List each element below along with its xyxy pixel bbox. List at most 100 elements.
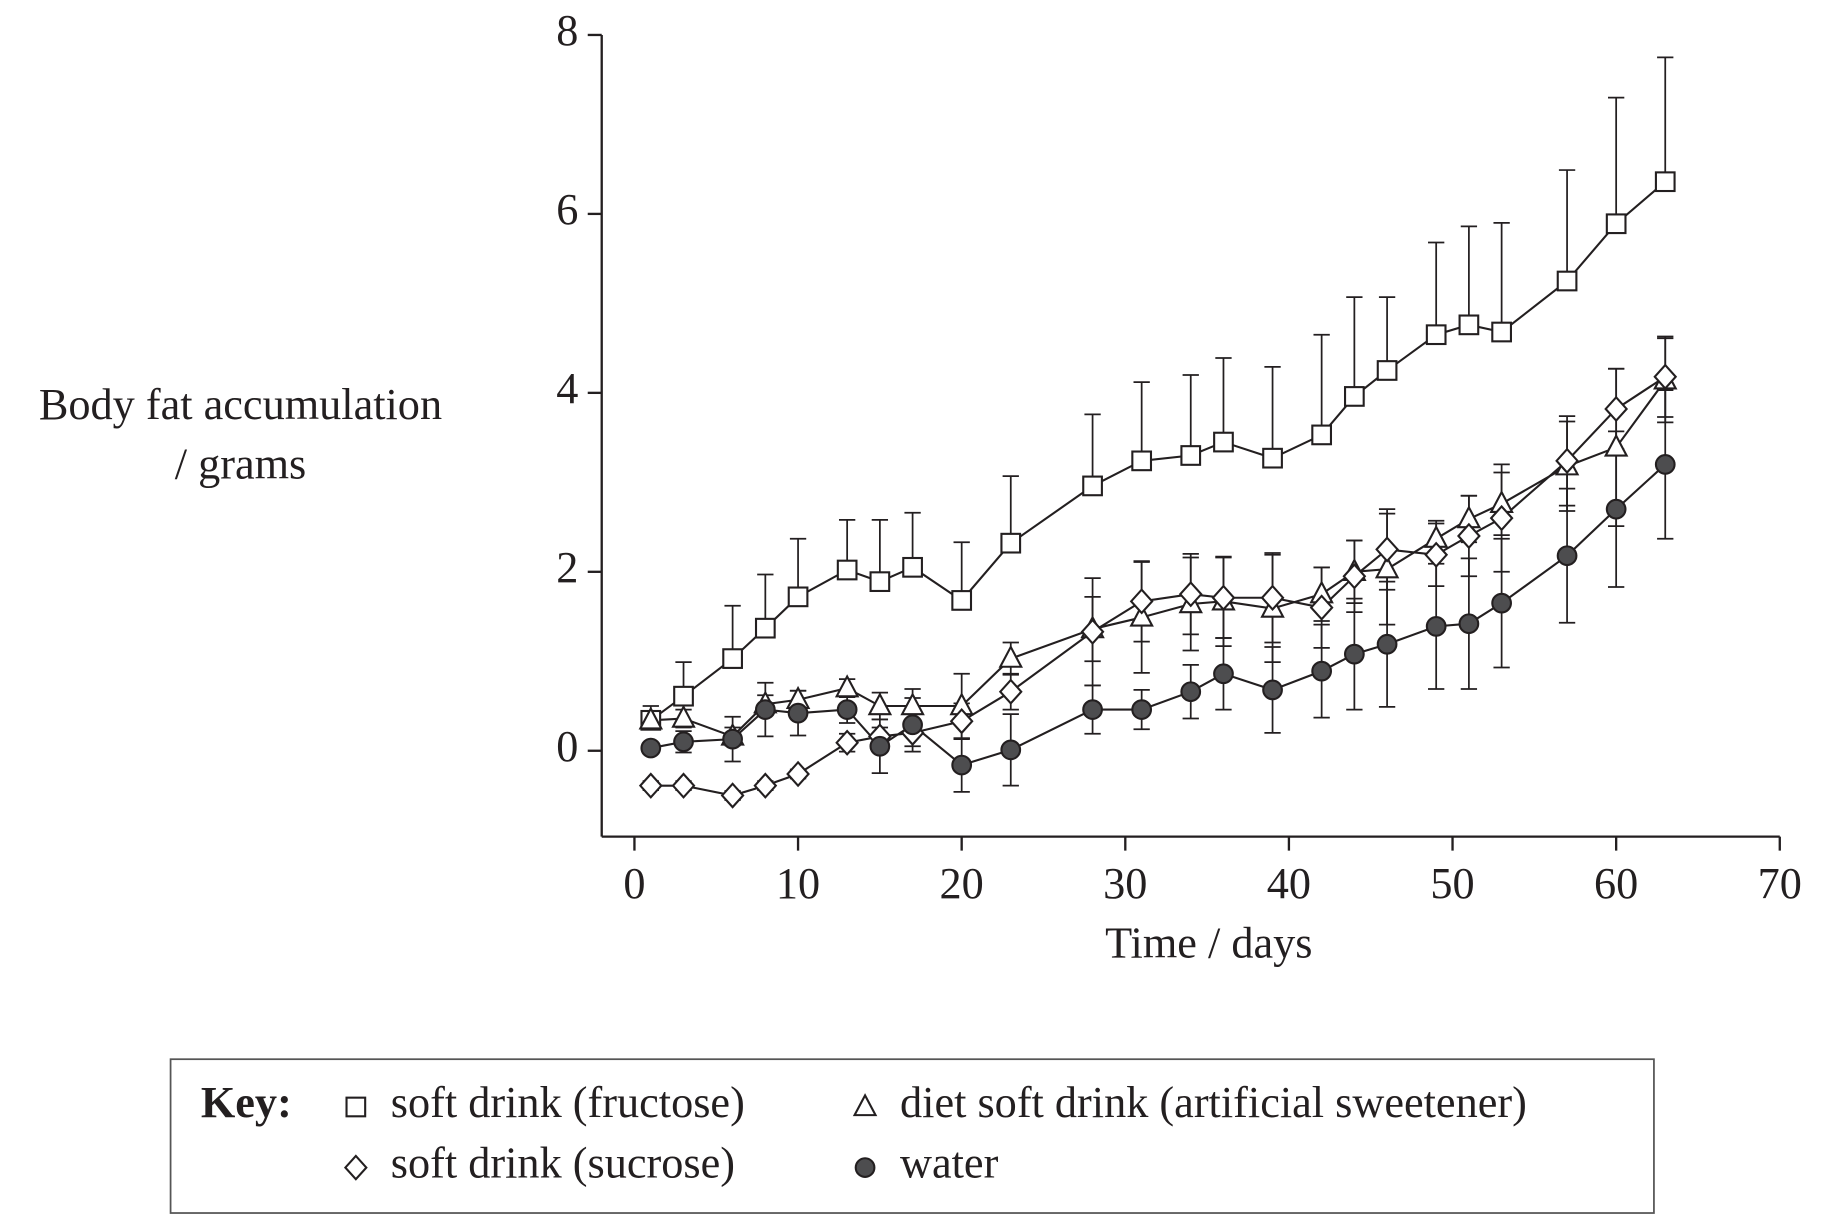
data-point — [638, 706, 664, 730]
data-point — [1082, 475, 1103, 497]
data-point — [673, 731, 694, 753]
legend-marker — [343, 1154, 368, 1181]
data-point — [1654, 454, 1676, 475]
data-point — [998, 678, 1023, 705]
data-point — [1489, 504, 1514, 532]
data-point — [1458, 613, 1480, 635]
y-axis-label: / grams — [175, 440, 307, 489]
data-point — [1000, 532, 1022, 554]
y-tick-label: 0 — [556, 722, 578, 771]
data-point — [1343, 386, 1365, 407]
data-point — [1653, 363, 1678, 390]
y-axis-label: Body fat accumulation — [39, 380, 442, 429]
data-point — [720, 782, 745, 809]
data-point — [1131, 450, 1153, 472]
y-tick-label: 8 — [556, 6, 578, 55]
data-point — [1342, 563, 1367, 590]
data-point — [1556, 270, 1578, 292]
x-tick-label: 60 — [1594, 859, 1638, 908]
data-point — [1491, 592, 1512, 614]
y-tick-label: 6 — [556, 185, 578, 234]
data-point — [673, 685, 694, 707]
series-line — [650, 375, 1666, 797]
data-point — [1211, 584, 1236, 611]
data-point — [836, 559, 858, 581]
series-line — [650, 180, 1666, 722]
data-point — [1604, 395, 1629, 423]
data-point — [1180, 681, 1202, 703]
legend-title: Key: — [201, 1078, 292, 1127]
data-point — [1491, 321, 1512, 343]
data-point — [902, 556, 923, 578]
x-tick-label: 50 — [1430, 859, 1474, 908]
y-tick-label: 2 — [556, 543, 578, 592]
data-point — [1424, 541, 1449, 569]
data-point — [1262, 447, 1283, 469]
data-point — [1260, 584, 1285, 611]
data-point — [1131, 699, 1153, 720]
data-point — [1311, 424, 1333, 446]
data-point — [722, 728, 743, 750]
data-point — [869, 735, 891, 757]
data-point — [640, 737, 662, 759]
legend-marker — [345, 1096, 367, 1118]
x-tick-label: 10 — [776, 859, 820, 908]
data-point — [900, 692, 925, 716]
data-point — [1605, 498, 1627, 520]
data-point — [787, 702, 809, 724]
data-point — [951, 590, 973, 611]
legend-label: diet soft drink (artificial sweetener) — [900, 1078, 1527, 1127]
x-tick-label: 30 — [1103, 859, 1147, 908]
data-point — [1376, 360, 1398, 381]
legend-marker — [854, 1157, 876, 1178]
data-point — [869, 571, 891, 593]
data-point — [638, 772, 663, 799]
legend-label: soft drink (sucrose) — [391, 1139, 735, 1188]
data-point — [1555, 447, 1579, 475]
data-point — [1458, 314, 1480, 336]
data-point — [754, 617, 776, 639]
data-point — [1000, 739, 1022, 761]
data-point — [1654, 171, 1676, 193]
data-point — [1082, 699, 1103, 720]
data-point — [1375, 536, 1399, 563]
data-point — [902, 714, 923, 736]
data-point — [951, 754, 973, 776]
data-point — [1080, 618, 1105, 645]
data-point — [1180, 445, 1202, 466]
data-point — [1425, 324, 1447, 346]
data-point — [949, 708, 974, 735]
series-line — [650, 379, 1667, 738]
data-point — [1556, 545, 1578, 567]
data-point — [1376, 633, 1398, 655]
data-point — [835, 729, 860, 756]
data-point — [1343, 643, 1365, 665]
data-point — [1603, 433, 1629, 457]
data-point — [671, 704, 696, 728]
data-point — [1425, 616, 1447, 637]
data-point — [754, 699, 776, 720]
data-point — [787, 586, 809, 608]
legend-marker — [852, 1093, 878, 1117]
data-point — [867, 692, 893, 716]
legend-label: soft drink (fructose) — [391, 1078, 745, 1127]
data-point — [1213, 663, 1234, 685]
data-point — [1456, 522, 1481, 550]
legend-label: water — [900, 1139, 999, 1188]
x-tick-label: 70 — [1758, 859, 1802, 908]
data-point — [1262, 679, 1283, 701]
data-point — [1129, 588, 1154, 615]
data-point — [786, 760, 810, 788]
data-point — [1311, 660, 1333, 682]
data-point — [1605, 213, 1627, 235]
x-axis-label: Time / days — [1105, 918, 1312, 967]
data-point — [722, 648, 743, 669]
x-tick-label: 40 — [1267, 859, 1311, 908]
data-point — [836, 699, 858, 720]
data-point — [753, 772, 778, 799]
data-point — [998, 644, 1023, 668]
data-point — [1213, 431, 1234, 453]
data-point — [1129, 603, 1154, 627]
data-point — [1178, 580, 1203, 608]
